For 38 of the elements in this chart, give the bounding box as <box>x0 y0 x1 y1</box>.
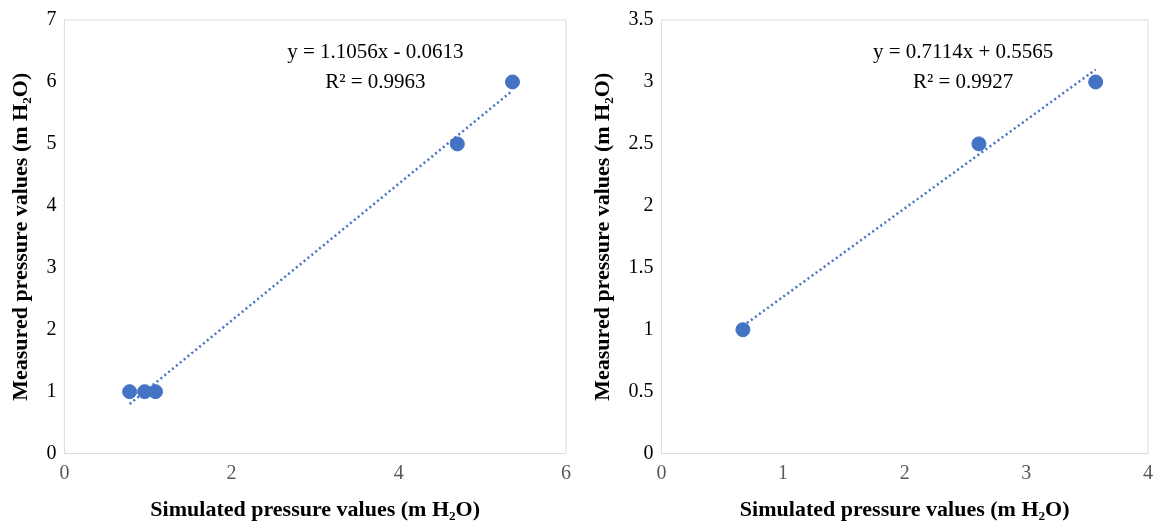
point <box>735 322 751 338</box>
y-tick-label: 2 <box>46 316 57 339</box>
point <box>1088 74 1104 90</box>
point <box>148 384 164 400</box>
point <box>449 136 465 152</box>
x-tick-label: 4 <box>1143 460 1153 483</box>
y-tick-label: 3 <box>46 255 57 278</box>
y-tick-label: 3 <box>643 69 654 92</box>
y-tick-label: 7 <box>46 7 57 30</box>
y-tick-label: 0.5 <box>628 378 654 401</box>
x-tick-label: 2 <box>226 460 237 483</box>
x-tick-label: 4 <box>393 460 404 483</box>
annotation: y = 1.1056x - 0.0613 <box>287 39 464 64</box>
y-tick-label: 1.5 <box>628 255 654 278</box>
y-tick-label: 2.5 <box>628 131 654 154</box>
x-tick-label: 3 <box>1021 460 1032 483</box>
annotation: y = 0.7114x + 0.5565 <box>872 39 1054 64</box>
annotation: R² = 0.9963 <box>325 69 426 94</box>
y-tick-label: 3.5 <box>628 7 654 30</box>
x-axis-title: Simulated pressure values (m H₂O) <box>150 496 481 522</box>
point <box>505 74 520 90</box>
y-tick-label: 6 <box>46 69 57 92</box>
y-axis-title: Measured pressure values (m H₂O) <box>6 72 32 401</box>
y-tick-label: 0 <box>643 440 654 463</box>
y-tick-label: 0 <box>46 440 57 463</box>
x-tick-label: 2 <box>899 460 910 483</box>
point <box>122 384 138 400</box>
y-tick-label: 2 <box>643 193 654 216</box>
annotation: R² = 0.9927 <box>912 69 1014 94</box>
x-tick-label: 1 <box>778 460 789 483</box>
y-tick-label: 5 <box>46 131 57 154</box>
x-tick-label: 6 <box>561 460 571 483</box>
y-tick-label: 1 <box>643 316 654 339</box>
y-tick-label: 4 <box>46 193 57 216</box>
x-axis-title: Simulated pressure values (m H₂O) <box>739 496 1070 522</box>
point <box>971 136 987 152</box>
y-axis-title: Measured pressure values (m H₂O) <box>588 72 614 401</box>
y-tick-label: 1 <box>46 378 57 401</box>
